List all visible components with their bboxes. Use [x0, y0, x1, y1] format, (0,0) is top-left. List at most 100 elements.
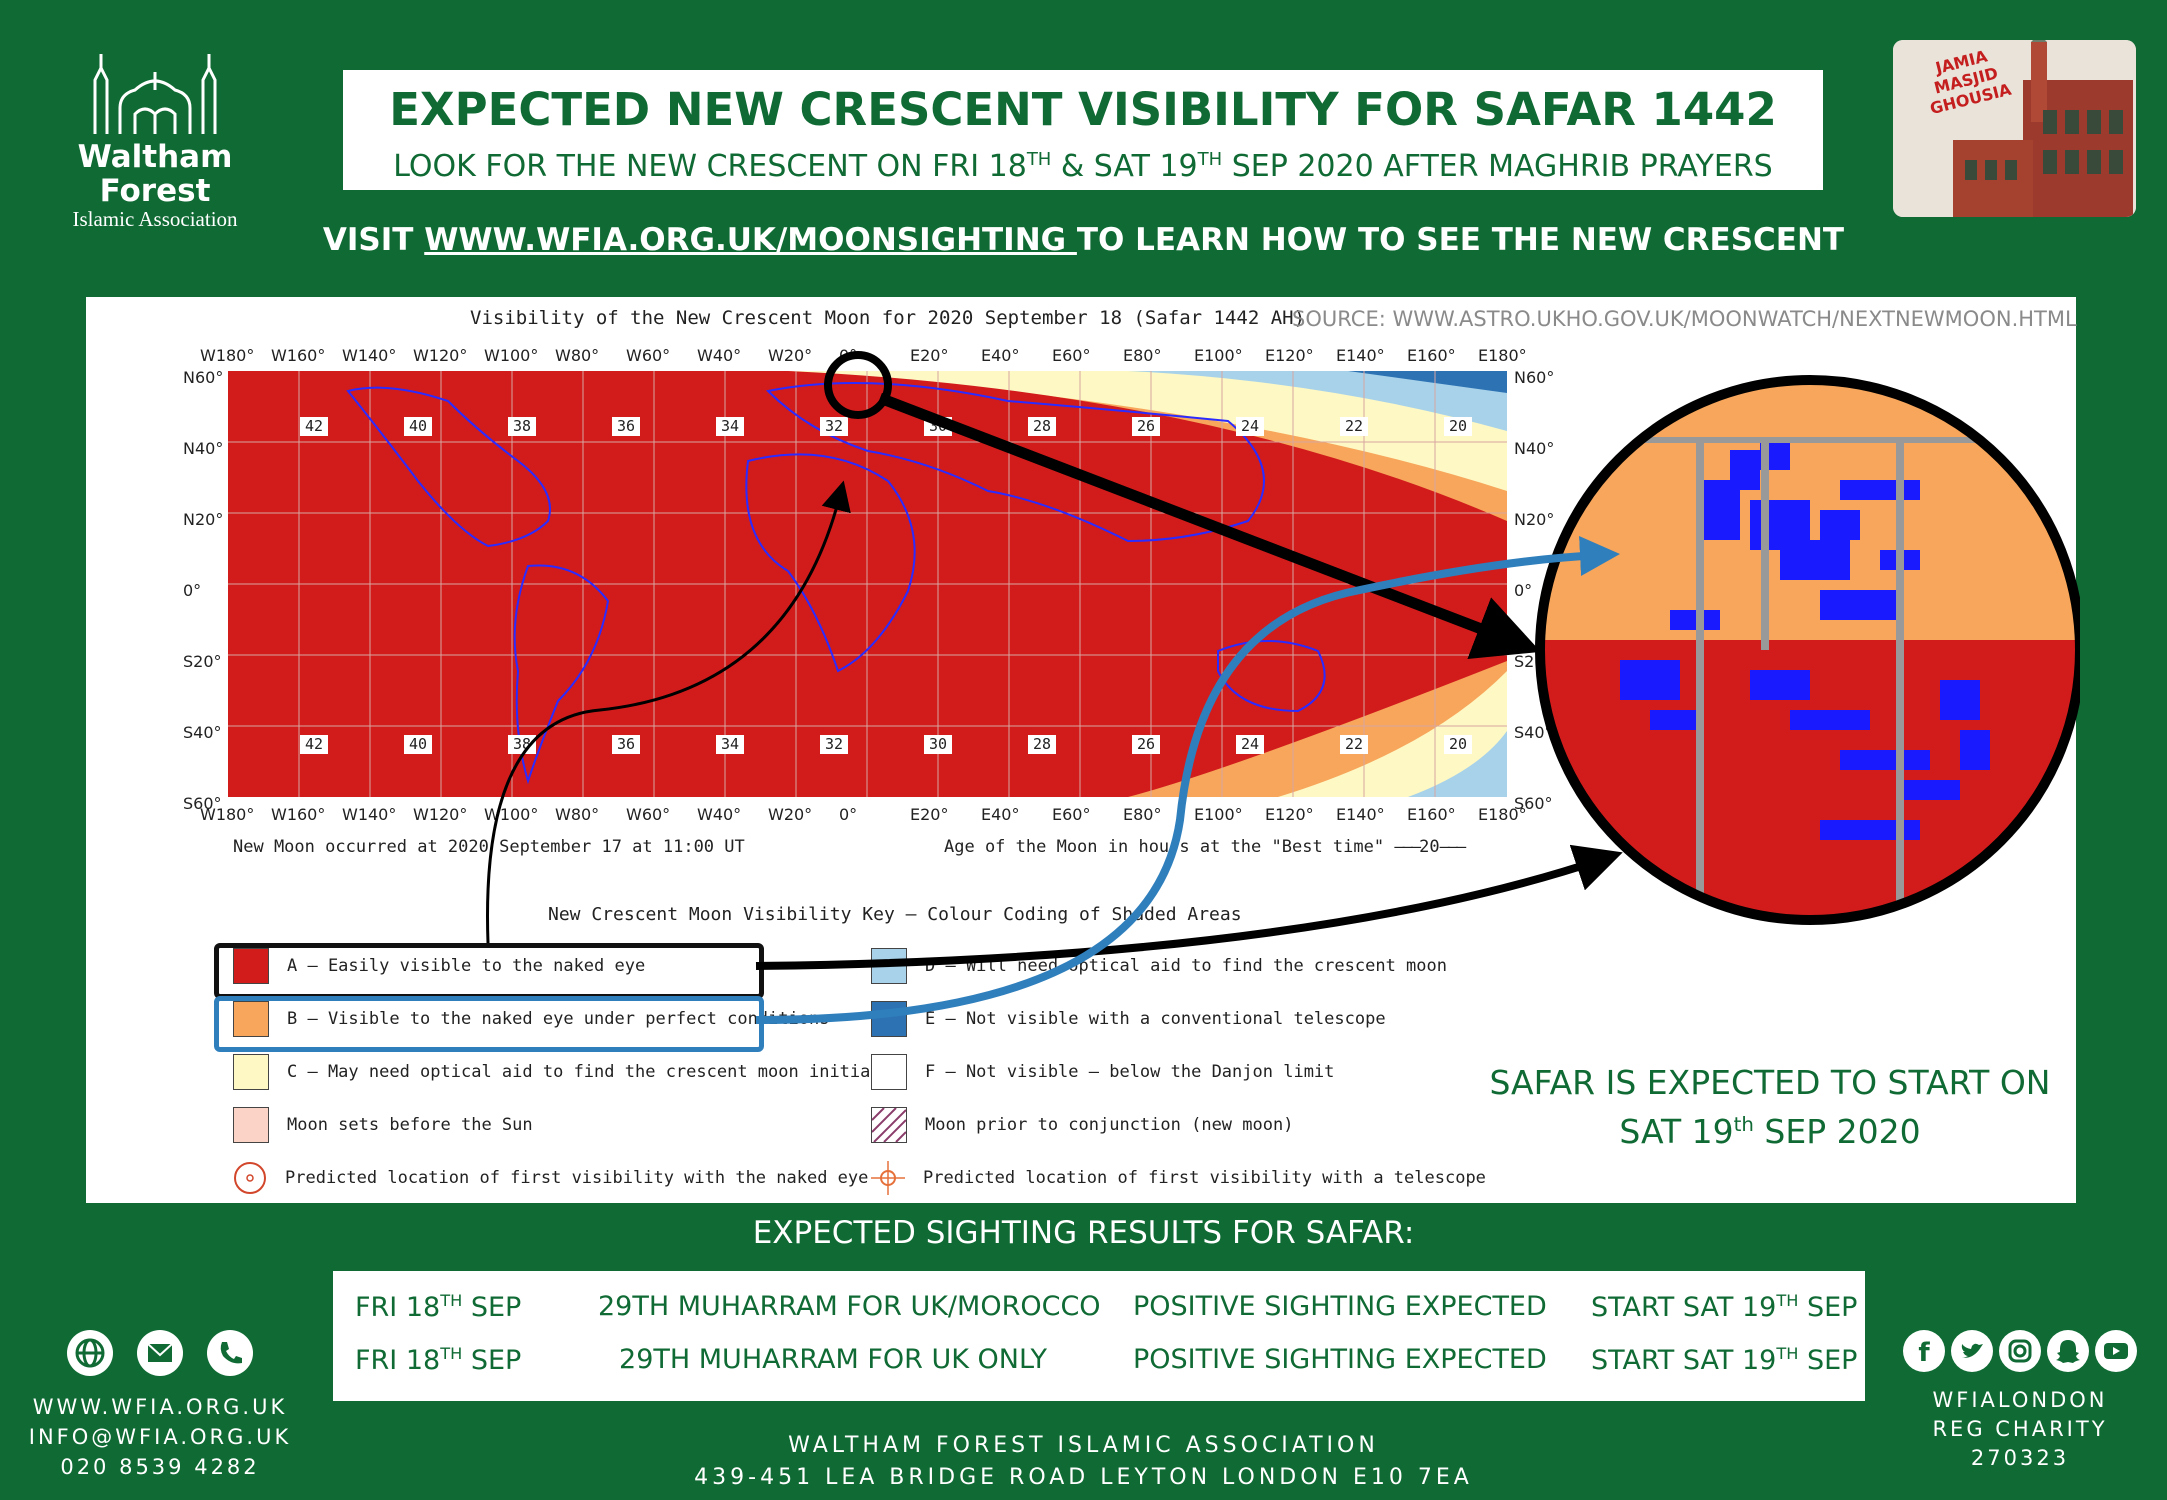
longitude-label: W80°	[555, 805, 600, 824]
age-label-box	[508, 735, 536, 754]
page-title: EXPECTED NEW CRESCENT VISIBILITY FOR SAF…	[389, 83, 1777, 136]
mail-icon[interactable]	[137, 1330, 183, 1376]
result-date: FRI 18TH SEP	[355, 1344, 521, 1376]
longitude-label: W40°	[697, 346, 742, 365]
age-label-box	[1444, 735, 1472, 754]
result-start-day: START SAT 19	[1591, 1292, 1777, 1323]
key-swatch	[233, 1161, 267, 1195]
safar-start-month: SEP 2020	[1753, 1112, 1921, 1151]
moonsighting-link[interactable]: WWW.WFIA.ORG.UK/MOONSIGHTING	[424, 222, 1077, 258]
contact-web[interactable]: WWW.WFIA.ORG.UK	[32, 1395, 288, 1419]
key-label: A — Easily visible to the naked eye	[287, 956, 646, 976]
map-graticule	[228, 371, 1507, 797]
longitude-label: E100°	[1194, 805, 1243, 824]
subtitle-sup: TH	[1026, 149, 1052, 170]
key-item: Predicted location of first visibility w…	[233, 1158, 868, 1198]
phone-icon[interactable]	[207, 1330, 253, 1376]
latitude-label: N20°	[1514, 510, 1555, 529]
age-label-box	[1132, 417, 1160, 436]
contact-phone[interactable]: 020 8539 4282	[60, 1455, 260, 1479]
key-item: F — Not visible — below the Danjon limit	[871, 1052, 1334, 1092]
contact-email[interactable]: INFO@WFIA.ORG.UK	[28, 1425, 292, 1449]
safar-start-sup: th	[1733, 1113, 1754, 1136]
result-start: START SAT 19TH SEP	[1591, 1344, 1857, 1376]
page-subtitle: LOOK FOR THE NEW CRESCENT ON FRI 18TH & …	[343, 140, 1823, 187]
age-label-box	[1028, 417, 1056, 436]
wfia-logo: Waltham Forest Islamic Association	[20, 50, 290, 230]
new-moon-note: New Moon occurred at 2020 September 17 a…	[233, 837, 745, 857]
result-start-month: SEP	[1798, 1345, 1858, 1376]
safar-start-line2: SAT 19th SEP 2020	[1480, 1104, 2060, 1153]
footer-address: WALTHAM FOREST ISLAMIC ASSOCIATION 439-4…	[0, 1430, 2167, 1494]
contact-block: WWW.WFIA.ORG.UK INFO@WFIA.ORG.UK 020 853…	[20, 1330, 300, 1482]
title-box: EXPECTED NEW CRESCENT VISIBILITY FOR SAF…	[343, 70, 1823, 190]
longitude-label: E180°	[1478, 346, 1527, 365]
longitude-label: E40°	[981, 805, 1020, 824]
longitude-label: 0°	[839, 805, 858, 824]
longitude-label: W120°	[413, 805, 468, 824]
safar-start-notice: SAFAR IS EXPECTED TO START ON SAT 19th S…	[1480, 1062, 2060, 1153]
age-label: 42	[305, 735, 323, 753]
longitude-label: W180°	[200, 805, 255, 824]
map-source: SOURCE: WWW.ASTRO.UKHO.GOV.UK/MOONWATCH/…	[1292, 307, 2077, 331]
age-label-box	[1340, 417, 1368, 436]
age-label-box	[716, 417, 744, 436]
magnified-gridlines	[1696, 440, 1904, 920]
key-swatch	[233, 1054, 269, 1090]
age-labels-bottom: 42 40 38 36 34 32 30 28 26 24 22 20	[300, 735, 1472, 754]
age-label: 36	[617, 735, 635, 753]
age-label: 20	[1449, 735, 1467, 753]
age-label: 26	[1137, 417, 1155, 435]
visit-suffix: TO LEARN HOW TO SEE THE NEW CRESCENT	[1076, 222, 1845, 258]
snapchat-icon[interactable]	[2047, 1330, 2089, 1372]
age-label-box	[300, 417, 328, 436]
age-legend-line: ———	[1439, 837, 1467, 857]
age-label: 34	[721, 735, 739, 753]
key-item: C — May need optical aid to find the cre…	[233, 1052, 901, 1092]
facebook-icon[interactable]: f	[1903, 1330, 1945, 1372]
mosque-photo: JAMIA MASJID GHOUSIA	[1893, 40, 2136, 217]
longitude-label: W180°	[200, 346, 255, 365]
result-date-sup: TH	[440, 1344, 463, 1363]
longitude-label: W160°	[271, 346, 326, 365]
twitter-icon[interactable]	[1951, 1330, 1993, 1372]
longitude-label: E140°	[1336, 346, 1385, 365]
age-label-box	[1028, 735, 1056, 754]
key-label: Predicted location of first visibility w…	[923, 1168, 1486, 1188]
age-note-text: Age of the Moon in hours at the "Best ti…	[944, 837, 1385, 857]
age-label: 24	[1241, 735, 1259, 753]
result-date-month: SEP	[462, 1345, 522, 1376]
youtube-icon[interactable]	[2095, 1330, 2137, 1372]
instagram-icon[interactable]	[1999, 1330, 2041, 1372]
longitude-label: E80°	[1123, 805, 1162, 824]
age-label-box	[404, 417, 432, 436]
social-handle[interactable]: WFIALONDON	[1932, 1388, 2108, 1412]
key-label: Moon prior to conjunction (new moon)	[925, 1115, 1294, 1135]
key-item: E — Not visible with a conventional tele…	[871, 999, 1386, 1039]
age-label: 30	[929, 735, 947, 753]
longitude-label: E60°	[1052, 346, 1091, 365]
age-label: 26	[1137, 735, 1155, 753]
age-label-box	[1340, 735, 1368, 754]
result-start-month: SEP	[1798, 1292, 1858, 1323]
longitude-label: E20°	[910, 346, 949, 365]
age-label: 40	[409, 735, 427, 753]
footer-street: 439-451 LEA BRIDGE ROAD LEYTON LONDON E1…	[694, 1465, 1473, 1490]
magnifier-inset	[1535, 375, 2080, 925]
age-label-box	[820, 417, 848, 436]
key-swatch	[233, 1001, 269, 1037]
key-swatch	[871, 1161, 905, 1195]
age-label: 22	[1345, 417, 1363, 435]
latitude-label: N40°	[183, 439, 224, 458]
longitude-label: E20°	[910, 805, 949, 824]
latitude-label: N60°	[1514, 368, 1555, 387]
longitude-label: W120°	[413, 346, 468, 365]
globe-icon[interactable]	[67, 1330, 113, 1376]
longitude-label: E40°	[981, 346, 1020, 365]
age-label-box	[1236, 417, 1264, 436]
zone-d-south	[1408, 731, 1507, 797]
arrow-to-magnifier	[878, 392, 1541, 659]
latitude-label: N20°	[183, 510, 224, 529]
key-label: F — Not visible — below the Danjon limit	[925, 1062, 1335, 1082]
result-start-sup: TH	[1776, 1344, 1799, 1363]
